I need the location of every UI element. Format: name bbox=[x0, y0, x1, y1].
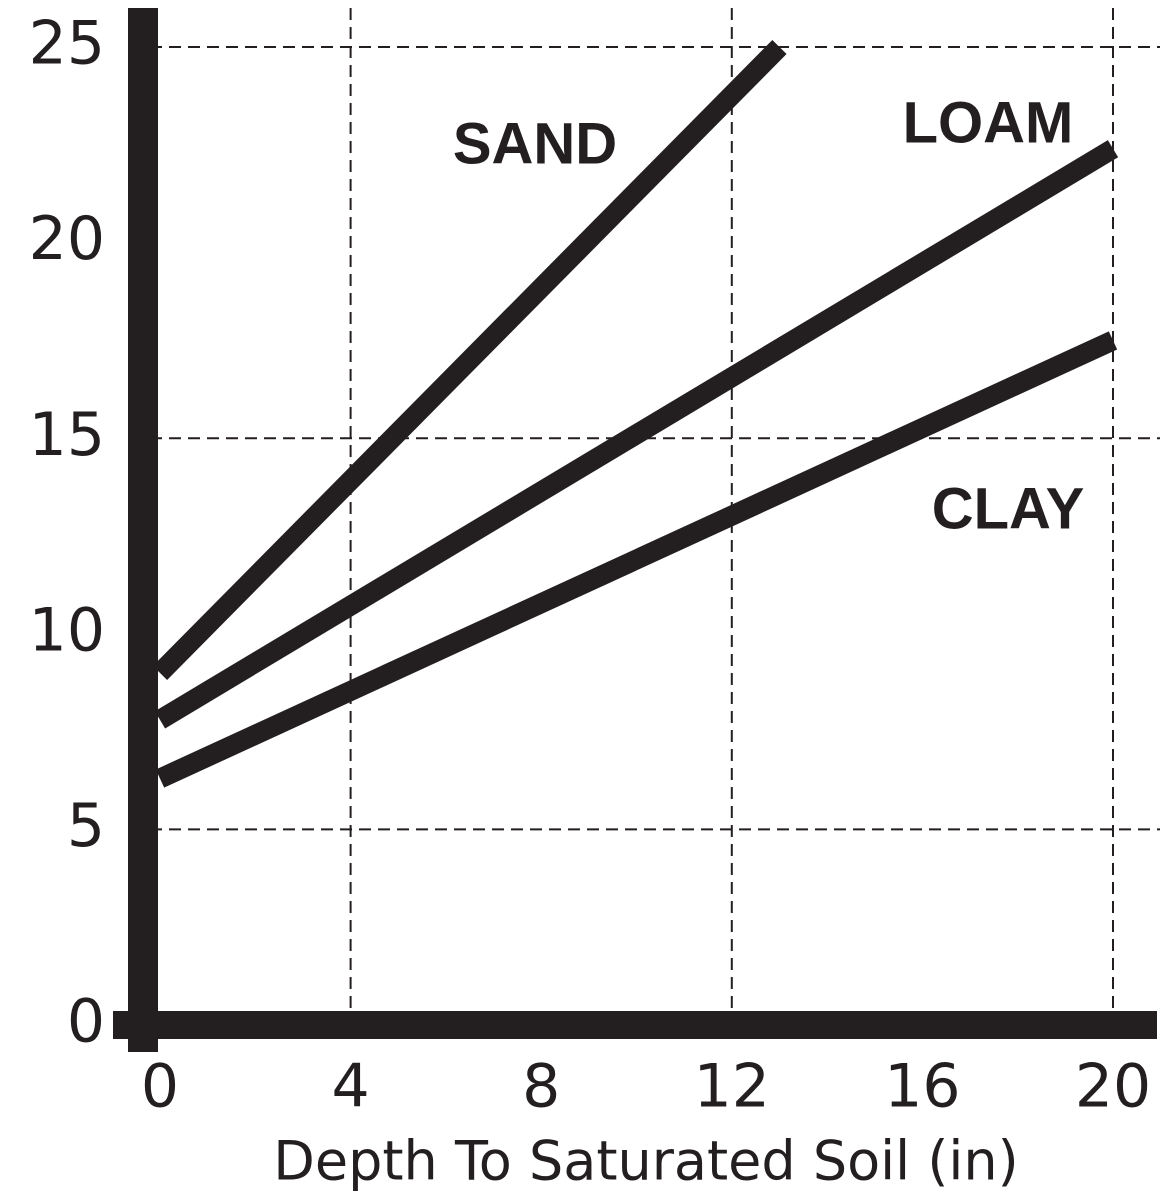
y-tick-label: 20 bbox=[29, 204, 105, 274]
y-tick-label: 15 bbox=[29, 400, 105, 470]
x-axis-label: Depth To Saturated Soil (in) bbox=[273, 1130, 1018, 1193]
series-line bbox=[152, 39, 787, 680]
x-tick-label: 20 bbox=[1075, 1052, 1151, 1122]
y-tick-label: 10 bbox=[29, 595, 105, 665]
x-tick-label: 4 bbox=[332, 1052, 370, 1122]
x-tick-label: 8 bbox=[522, 1052, 560, 1122]
y-tick-label: 0 bbox=[67, 987, 105, 1057]
x-tick-label: 16 bbox=[884, 1052, 960, 1122]
series-label: LOAM bbox=[903, 90, 1074, 155]
y-tick-label: 5 bbox=[67, 791, 105, 861]
x-tick-label: 0 bbox=[141, 1052, 179, 1122]
series-line bbox=[154, 140, 1119, 729]
series-line bbox=[155, 331, 1118, 788]
series-label: SAND bbox=[453, 111, 617, 176]
y-tick-label: 25 bbox=[29, 9, 105, 79]
series-label: CLAY bbox=[932, 476, 1085, 541]
x-tick-label: 12 bbox=[694, 1052, 770, 1122]
